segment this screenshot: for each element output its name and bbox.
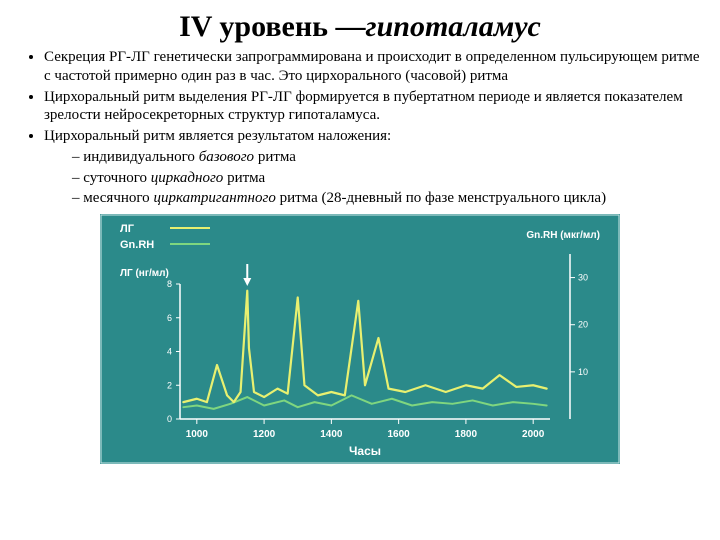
svg-text:1400: 1400	[320, 429, 343, 440]
svg-text:4: 4	[167, 347, 172, 357]
title-prefix: IV уровень —	[179, 10, 365, 43]
bullet-1: Секреция РГ-ЛГ генетически запрограммиро…	[44, 48, 700, 86]
sub-list: индивидуального базового ритма суточного…	[44, 148, 700, 208]
svg-text:ЛГ (нг/мл): ЛГ (нг/мл)	[120, 268, 169, 279]
sub-3: месячного циркатригантного ритма (28-дне…	[72, 189, 700, 208]
svg-text:8: 8	[167, 279, 172, 289]
bullet-3-lead: Цирхоральный ритм является результатом н…	[44, 128, 391, 144]
svg-text:6: 6	[167, 313, 172, 323]
svg-text:2: 2	[167, 380, 172, 390]
title-suffix: гипоталамус	[366, 10, 541, 43]
svg-text:1800: 1800	[455, 429, 478, 440]
page-title: IV уровень —гипоталамус	[20, 10, 700, 44]
svg-text:10: 10	[578, 367, 588, 377]
svg-text:Часы: Часы	[349, 444, 381, 458]
svg-text:20: 20	[578, 320, 588, 330]
svg-text:2000: 2000	[522, 429, 545, 440]
svg-text:ЛГ: ЛГ	[120, 223, 135, 235]
svg-text:1000: 1000	[186, 429, 209, 440]
svg-text:1200: 1200	[253, 429, 276, 440]
svg-text:Gn.RH (мкг/мл): Gn.RH (мкг/мл)	[526, 230, 600, 241]
svg-text:30: 30	[578, 273, 588, 283]
bullet-list: Секреция РГ-ЛГ генетически запрограммиро…	[20, 48, 700, 208]
bullet-2: Цирхоральный ритм выделения РГ-ЛГ формир…	[44, 88, 700, 126]
sub-1: индивидуального базового ритма	[72, 148, 700, 167]
svg-text:0: 0	[167, 414, 172, 424]
bullet-3: Цирхоральный ритм является результатом н…	[44, 127, 700, 208]
sub-2: суточного циркадного ритма	[72, 169, 700, 188]
hormone-chart: ЛГ Gn.RH Gn.RH (мкг/мл) ЛГ (нг/мл) 0 2 4 6 8 1000…	[100, 214, 620, 464]
svg-text:1600: 1600	[388, 429, 411, 440]
svg-text:Gn.RH: Gn.RH	[120, 239, 154, 251]
chart-container: ЛГ Gn.RH Gn.RH (мкг/мл) ЛГ (нг/мл) 0 2 4 6 8 1000…	[20, 214, 700, 464]
